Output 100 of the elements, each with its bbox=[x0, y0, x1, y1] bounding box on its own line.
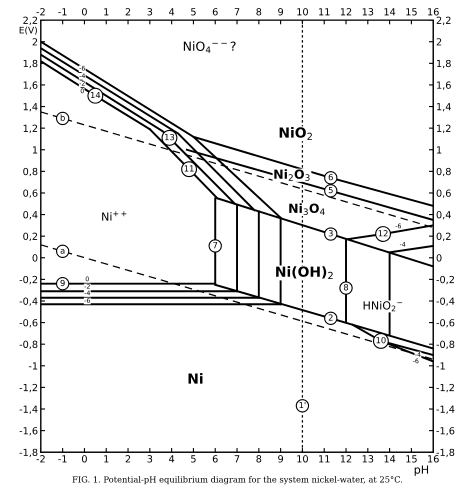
x-tick-label: 5 bbox=[191, 455, 196, 463]
y2-tick-label: 0,2 bbox=[436, 232, 450, 241]
y2-tick-label: -0,2 bbox=[436, 276, 454, 284]
x-tick-label: 6 bbox=[212, 455, 218, 463]
x2-tick-label: 16 bbox=[428, 8, 439, 16]
x2-tick-label: 4 bbox=[169, 8, 174, 16]
annotation: Ni$_{2}$O$_{3}$ bbox=[274, 169, 310, 181]
x2-tick-label: 11 bbox=[319, 8, 330, 16]
y2-tick-label: 0,4 bbox=[436, 211, 451, 220]
x-tick-label: 8 bbox=[256, 455, 262, 463]
x-tick-label: 10 bbox=[297, 455, 308, 463]
y2-tick-label: -1,4 bbox=[436, 406, 454, 414]
x2-tick-label: -1 bbox=[58, 8, 67, 16]
series-label: 10 bbox=[376, 337, 386, 344]
y-tick-label: -1,8 bbox=[20, 448, 38, 458]
annotation: NiO$_{2}$ bbox=[280, 127, 312, 140]
y2-tick-label: 0 bbox=[436, 254, 442, 262]
y-tick-label: 1,4 bbox=[24, 103, 38, 112]
legend-label: 9 bbox=[60, 280, 65, 286]
y2-tick-label: 1,6 bbox=[437, 81, 451, 90]
y2-tick-label: 1 bbox=[437, 146, 442, 154]
y2-tick-label: -1,2 bbox=[436, 384, 454, 392]
x2-tick-label: 1 bbox=[104, 8, 108, 16]
y2-tick-label: 1,2 bbox=[437, 124, 450, 133]
series-label: 8 bbox=[344, 284, 348, 290]
annotation: HNiO$_{2}$$^{−}$ bbox=[364, 301, 402, 312]
series-label: 12 bbox=[378, 230, 388, 236]
x2-tick-label: 9 bbox=[278, 8, 284, 16]
y-tick-label: 1,2 bbox=[24, 124, 38, 133]
x-tick-label: 0 bbox=[82, 455, 87, 463]
y-tick-label: -1 bbox=[28, 362, 38, 370]
annotation: NiO$_{4}$$^{−−}$? bbox=[184, 41, 236, 53]
x2-tick-label: 0 bbox=[82, 8, 87, 16]
x-tick-label: 4 bbox=[169, 455, 174, 462]
x2-tick-label: 8 bbox=[256, 8, 262, 16]
x-axis-title: pH bbox=[414, 466, 428, 476]
annotation: Ni$_{3}$O$_{4}$ bbox=[289, 203, 325, 216]
y2-tick-label: -0,6 bbox=[436, 319, 454, 328]
x2-tick-label: 6 bbox=[212, 8, 218, 16]
y2-tick-label: 1,8 bbox=[437, 60, 451, 68]
series-label: 2 bbox=[328, 314, 333, 321]
x-tick-label: 14 bbox=[384, 455, 396, 462]
annotation: Ni bbox=[188, 373, 202, 384]
y-tick-label: -0,2 bbox=[20, 276, 38, 284]
caption: FIG. 1. Potential-pH equilibrium diagram for the system nickel-water, at 25°C. bbox=[72, 476, 402, 484]
x-tick-label: 3 bbox=[147, 455, 152, 463]
y-tick-label: 0,6 bbox=[23, 189, 38, 198]
x-tick-label: 2 bbox=[126, 455, 130, 462]
x2-tick-label: 2 bbox=[126, 8, 130, 16]
y-tick-label: -1,4 bbox=[20, 406, 38, 414]
y-tick-label: -0,8 bbox=[20, 340, 38, 350]
x2-tick-label: 5 bbox=[191, 8, 196, 16]
y2-tick-label: -0,8 bbox=[436, 340, 454, 350]
y-tick-label: 0 bbox=[32, 254, 38, 262]
x2-tick-label: 13 bbox=[362, 8, 374, 16]
series-label: 6 bbox=[328, 174, 333, 180]
y2-tick-label: 2,2 bbox=[436, 16, 450, 25]
x2-tick-label: -2 bbox=[36, 8, 45, 16]
x2-tick-label: 3 bbox=[147, 8, 152, 16]
x-tick-label: -1 bbox=[58, 455, 67, 462]
series-label: 13 bbox=[165, 134, 174, 140]
x-tick-label: 12 bbox=[340, 455, 352, 462]
x-tick-label: 16 bbox=[428, 455, 439, 463]
x-tick-label: 11 bbox=[319, 455, 330, 462]
series-label: 3 bbox=[328, 230, 333, 236]
y-axis-title: E(V) bbox=[20, 26, 37, 35]
x2-tick-label: 14 bbox=[384, 8, 396, 16]
y-tick-label: 1,8 bbox=[24, 60, 38, 68]
x-tick-label: 7 bbox=[234, 455, 240, 462]
y2-tick-label: 0,6 bbox=[436, 189, 451, 198]
y-tick-label: -1,6 bbox=[20, 427, 38, 436]
y2-tick-label: -0,4 bbox=[436, 297, 454, 306]
series-label: b bbox=[60, 114, 65, 121]
x-tick-label: 1 bbox=[104, 455, 108, 462]
x-tick-label: 9 bbox=[278, 455, 284, 463]
y-tick-label: -1,2 bbox=[20, 384, 38, 392]
x-tick-label: -2 bbox=[36, 455, 45, 462]
y-tick-label: -0,6 bbox=[20, 319, 38, 328]
y-tick-label: 1,6 bbox=[24, 81, 38, 90]
y2-tick-label: -1,8 bbox=[436, 448, 454, 458]
x-tick-label: 15 bbox=[406, 455, 417, 463]
y-tick-label: 2 bbox=[32, 38, 38, 46]
x2-tick-label: 7 bbox=[234, 8, 240, 16]
series-label: 14 bbox=[90, 92, 100, 98]
y2-tick-label: 2 bbox=[436, 38, 442, 46]
y2-tick-label: -1,6 bbox=[436, 427, 454, 436]
series-label: 7 bbox=[213, 242, 218, 248]
series-label: a bbox=[60, 248, 64, 254]
y-tick-label: 1 bbox=[32, 146, 38, 154]
y2-tick-label: 1,4 bbox=[437, 103, 451, 112]
x2-tick-label: 15 bbox=[406, 8, 417, 16]
y2-tick-label: -1 bbox=[436, 362, 445, 370]
y2-tick-label: 0,8 bbox=[436, 168, 451, 176]
y-tick-label: 0,4 bbox=[23, 211, 38, 220]
x-tick-label: 13 bbox=[362, 455, 374, 463]
y-tick-label: 0,2 bbox=[23, 232, 38, 241]
y-tick-label: 2,2 bbox=[23, 16, 38, 25]
series-label: 5 bbox=[328, 187, 333, 194]
y-tick-label: 0,8 bbox=[23, 168, 38, 176]
annotation: Ni$^{++}$ bbox=[102, 211, 126, 221]
